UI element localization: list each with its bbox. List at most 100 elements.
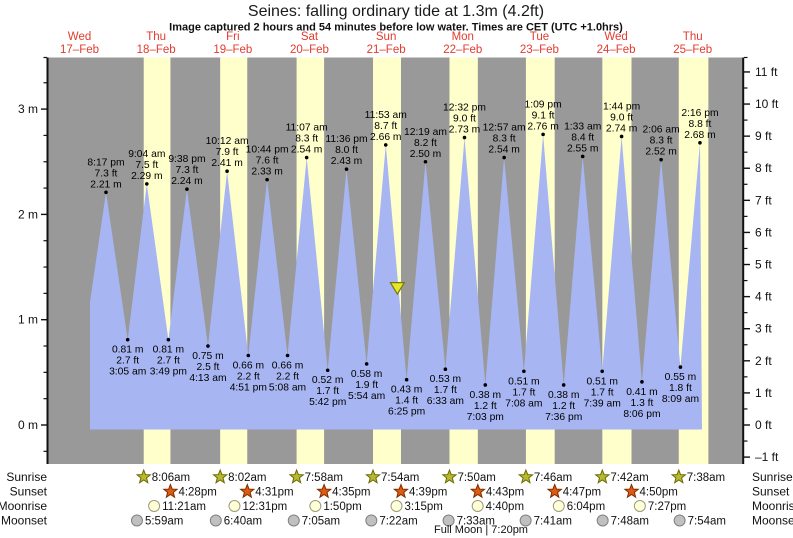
row-label-right-sunset: Sunset [752, 485, 790, 499]
day-label-date: 18–Feb [137, 44, 176, 56]
row-label-right-sunrise: Sunrise [752, 470, 793, 484]
sunset-time: 4:28pm [178, 487, 216, 499]
high-tide-annotation: 1:44 pm 9.0 ft 2.74 m [603, 101, 640, 134]
high-tide-annotation: 12:32 pm 9.0 ft 2.73 m [443, 103, 486, 136]
sunrise-time: 7:38am [687, 472, 725, 484]
high-tide-annotation: 2:06 am 8.3 ft 2.52 m [642, 125, 679, 158]
tide-extreme-dot [145, 182, 149, 186]
sunrise-time: 7:58am [305, 472, 343, 484]
row-label-right-moonrise: Moonrise [752, 499, 793, 513]
tide-extreme-dot [304, 155, 309, 160]
moonset-icon [442, 514, 455, 527]
tide-extreme-dot [698, 140, 702, 145]
moonrise-icon [148, 500, 161, 512]
sunset-time: 4:50pm [640, 487, 678, 499]
left-axis-tick-label: 1 m [18, 313, 38, 327]
right-axis-tick-label: 10 ft [755, 97, 779, 111]
moonrise-time: 3:15pm [405, 501, 443, 513]
low-tide-annotation: 0.81 m 2.7 ft 3:05 am [109, 345, 146, 378]
tide-extreme-dot [225, 169, 229, 174]
sunrise-time: 7:42am [610, 472, 648, 484]
right-axis-tick-label: 0 ft [755, 418, 772, 432]
high-tide-annotation: 10:12 am 7.9 ft 2.41 m [206, 136, 249, 169]
low-tide-annotation: 0.75 m 2.5 ft 4:13 am [189, 351, 226, 384]
moonrise-icon [471, 500, 484, 512]
tide-extreme-dot [104, 190, 108, 195]
high-tide-annotation: 9:04 am 7.5 ft 2.29 m [128, 149, 165, 182]
right-axis-tick-label: –1 ft [755, 450, 779, 464]
moonset-icon [596, 514, 609, 527]
left-axis-tick-label: 2 m [18, 207, 38, 221]
low-tide-annotation: 0.53 m 1.7 ft 6:33 am [427, 374, 464, 407]
right-axis-tick-label: 3 ft [755, 322, 772, 336]
tide-extreme-dot [206, 344, 210, 348]
tide-extreme-dot [561, 383, 566, 387]
right-axis-tick-label: 6 ft [755, 225, 772, 239]
tide-extreme-dot [502, 155, 506, 160]
sunset-time: 4:31pm [255, 487, 293, 499]
sun-moon-rows: 8:06am 8:02am 7:58am 7:54am 7:50am 7:46am 7:42… [0, 468, 793, 536]
day-labels-row: Wed17–FebThu18–FebFri19–FebSat20–FebSun2… [60, 31, 712, 56]
low-tide-annotation: 0.52 m 1.7 ft 5:42 pm [309, 375, 346, 408]
chart-subtitle: Image captured 2 hours and 54 minutes be… [169, 22, 623, 34]
sunrise-time: 8:02am [228, 472, 266, 484]
sunset-icon [546, 483, 563, 499]
day-label-weekday: Fri [226, 31, 239, 43]
day-label-date: 17–Feb [60, 44, 99, 56]
day-label-weekday: Sun [376, 31, 396, 43]
moonrise-time: 7:27pm [648, 501, 686, 513]
right-axis-tick-label: 7 ft [755, 193, 772, 207]
day-label-weekday: Thu [146, 31, 166, 43]
tide-extreme-dot [443, 367, 448, 371]
left-axis-tick-label: 3 m [18, 102, 38, 116]
moonset-icon [209, 514, 222, 527]
tide-extreme-dot [125, 337, 130, 342]
moonset-icon [287, 514, 300, 527]
axes: 3 m 2 m 1 m 0 m 11 ft 10 ft 9 ft 8 ft 7 ft 6 ft 5 … [18, 56, 779, 464]
day-label-date: 22–Feb [443, 44, 482, 56]
moonrise-time: 6:04pm [567, 501, 605, 513]
sunset-time: 4:35pm [332, 487, 370, 499]
day-label-date: 21–Feb [367, 44, 406, 56]
tide-extreme-dot [423, 159, 428, 164]
row-label-left-moonset: Moonset [1, 514, 48, 528]
sunset-time: 4:43pm [486, 487, 524, 499]
tide-extreme-dot [522, 369, 526, 374]
right-axis-tick-label: 1 ft [755, 386, 772, 400]
moonset-time: 7:05am [302, 516, 340, 528]
moonrise-time: 11:21am [162, 501, 206, 513]
moonset-time: 7:54am [688, 516, 726, 528]
sunrise-icon [594, 468, 611, 484]
high-tide-annotation: 11:07 am 8.3 ft 2.54 m [286, 123, 328, 156]
high-tide-annotation: 1:09 pm 9.1 ft 2.76 m [524, 99, 561, 132]
chart-title: Seines: falling ordinary tide at 1.3m (4… [248, 3, 544, 20]
sunrise-time: 8:06am [152, 472, 190, 484]
tide-extreme-dot [246, 353, 251, 358]
day-label-weekday: Mon [452, 31, 474, 43]
moonrise-icon [228, 500, 241, 512]
left-axis-tick-label: 0 m [18, 418, 38, 432]
day-label-date: 24–Feb [597, 44, 636, 56]
tide-extreme-dot [659, 157, 663, 162]
sunset-icon [162, 483, 179, 499]
sunrise-icon [135, 468, 152, 484]
low-tide-annotation: 0.51 m 1.7 ft 7:08 am [505, 376, 542, 409]
full-moon-label: Full Moon | 7:20pm [434, 524, 528, 536]
low-tide-annotation: 0.66 m 2.2 ft 5:08 am [269, 361, 306, 394]
sunrise-icon [517, 468, 534, 484]
high-tide-annotation: 8:17 pm 7.3 ft 2.21 m [87, 157, 124, 190]
moonset-time: 5:59am [145, 516, 183, 528]
right-axis-tick-label: 2 ft [755, 354, 772, 368]
day-label-weekday: Wed [68, 31, 91, 43]
day-label-weekday: Tue [530, 31, 549, 43]
high-tide-annotation: 11:36 pm 8.0 ft 2.43 m [325, 134, 367, 167]
moonset-time: 7:41am [534, 516, 572, 528]
moonset-time: 6:40am [224, 516, 262, 528]
sunrise-time: 7:46am [534, 472, 572, 484]
moonset-time: 7:22am [379, 516, 417, 528]
low-tide-annotation: 0.51 m 1.7 ft 7:39 am [584, 376, 621, 409]
moonrise-time: 1:50pm [323, 501, 361, 513]
high-tide-annotation: 12:57 am 8.3 ft 2.54 m [483, 123, 526, 156]
low-tide-annotation: 0.38 m 1.2 ft 7:03 pm [467, 390, 504, 423]
sunrise-icon [288, 468, 305, 484]
